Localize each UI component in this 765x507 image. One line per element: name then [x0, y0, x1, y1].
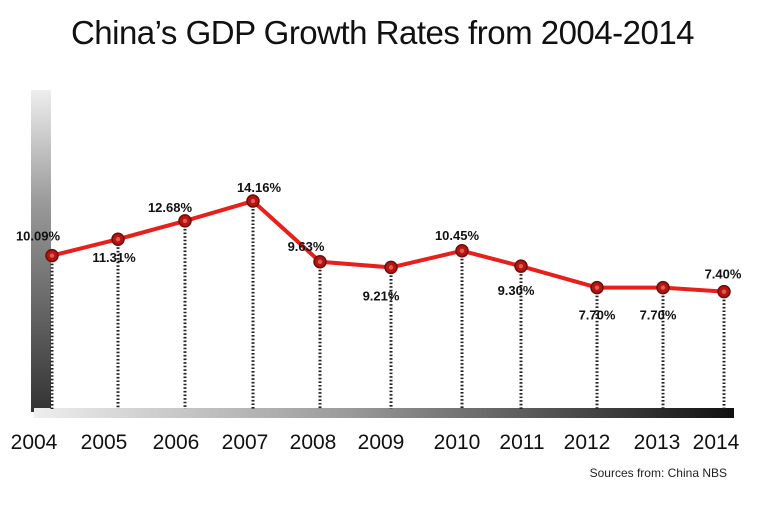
x-axis-bar	[34, 408, 734, 418]
data-point-highlight-2012	[594, 285, 600, 290]
x-tick-2013: 2013	[634, 431, 681, 454]
data-point-highlight-2014	[721, 289, 727, 294]
x-tick-2005: 2005	[81, 431, 128, 454]
data-point-highlight-2010	[459, 248, 465, 253]
data-label-2007: 14.16%	[237, 180, 282, 195]
data-point-highlight-2006	[182, 218, 188, 224]
x-tick-2011: 2011	[499, 431, 544, 454]
data-label-2013: 7.70%	[640, 308, 677, 323]
x-tick-2010: 2010	[434, 431, 481, 454]
x-tick-2012: 2012	[564, 431, 611, 454]
x-tick-2004: 2004	[11, 431, 58, 454]
data-point-highlight-2011	[518, 263, 524, 269]
x-tick-2009: 2009	[358, 431, 405, 454]
x-tick-2014: 2014	[693, 431, 740, 454]
data-label-2014: 7.40%	[705, 267, 742, 282]
y-axis-bar	[31, 90, 51, 412]
data-label-2005: 11.31%	[92, 250, 136, 265]
data-point-highlight-2008	[317, 259, 323, 264]
data-point-highlight-2013	[660, 285, 666, 290]
data-point-highlight-2009	[388, 265, 394, 270]
data-point-highlight-2005	[115, 237, 121, 242]
data-label-2006: 12.68%	[148, 200, 193, 215]
data-label-2008: 9.63%	[288, 239, 325, 254]
data-label-2009: 9.21%	[363, 288, 400, 303]
data-label-2011: 9.30%	[498, 283, 535, 298]
data-label-2004: 10.09%	[16, 229, 61, 244]
data-label-2010: 10.45%	[435, 228, 480, 243]
chart-title: China’s GDP Growth Rates from 2004-2014	[70, 14, 695, 51]
data-point-highlight-2004	[49, 253, 55, 258]
data-label-2012: 7.70%	[579, 308, 616, 323]
x-tick-2006: 2006	[153, 431, 200, 454]
source-note: Sources from: China NBS	[589, 466, 727, 480]
x-tick-2007: 2007	[222, 431, 269, 454]
data-point-highlight-2007	[250, 198, 256, 204]
x-tick-2008: 2008	[290, 431, 337, 454]
